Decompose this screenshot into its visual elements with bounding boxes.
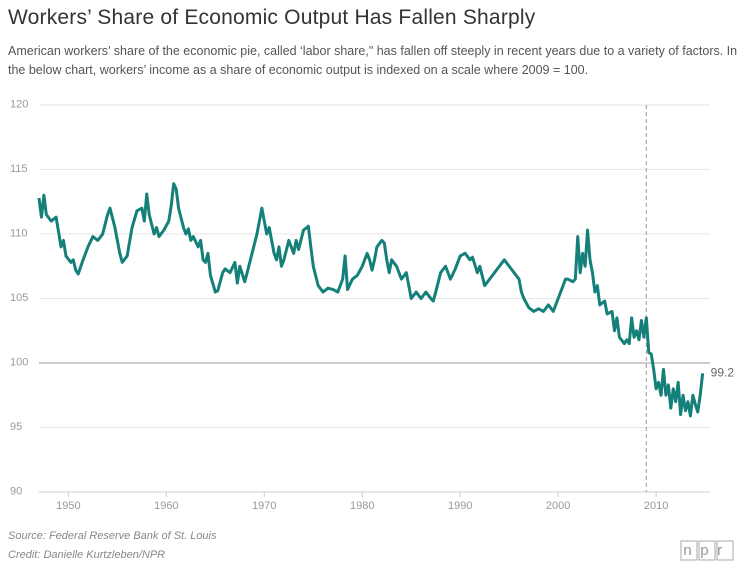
npr-logo: npr xyxy=(680,540,734,561)
end-label: 99.2 xyxy=(711,365,735,379)
x-tick-label: 1970 xyxy=(252,500,276,512)
y-tick-label: 105 xyxy=(10,292,28,304)
logo-box xyxy=(716,540,734,561)
y-tick-label: 90 xyxy=(10,485,22,497)
chart-title: Workers’ Share of Economic Output Has Fa… xyxy=(8,6,536,29)
x-tick-label: 1950 xyxy=(56,500,80,512)
logo-text: npr xyxy=(683,542,730,559)
x-tick-label: 2000 xyxy=(546,500,570,512)
y-tick-label: 110 xyxy=(10,227,28,239)
y-tick-label: 120 xyxy=(10,98,28,110)
data-line xyxy=(37,182,705,418)
y-tick-label: 100 xyxy=(10,356,28,368)
y-tick-label: 115 xyxy=(10,163,28,175)
chart-subtitle: American workers’ share of the economic … xyxy=(8,44,738,77)
logo-box xyxy=(698,540,716,561)
source: Source: Federal Reserve Bank of St. Loui… xyxy=(8,530,217,542)
x-tick-label: 1980 xyxy=(350,500,374,512)
x-tick-label: 1960 xyxy=(154,500,178,512)
credit: Credit: Danielle Kurtzleben/NPR xyxy=(8,549,166,561)
x-tick-label: 2010 xyxy=(644,500,668,512)
logo-box xyxy=(680,540,698,561)
y-tick-label: 95 xyxy=(10,421,22,433)
x-tick-label: 1990 xyxy=(448,500,472,512)
